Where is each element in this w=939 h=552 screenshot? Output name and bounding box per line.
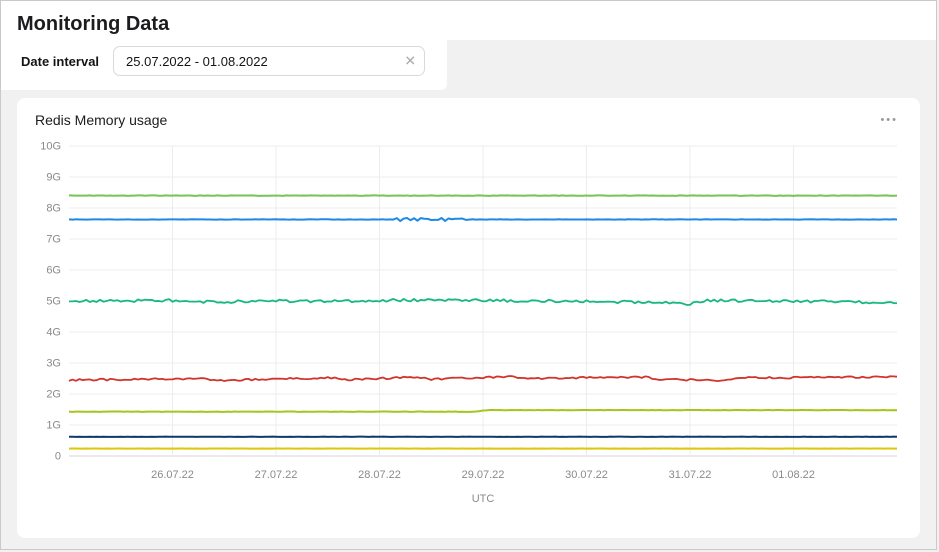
svg-text:26.07.22: 26.07.22: [151, 469, 194, 481]
clear-date-icon[interactable]: ✕: [404, 52, 417, 69]
chart-card: Redis Memory usage ••• 0 1G 2G 3G 4G 5G 6G 7G 8G…: [17, 98, 920, 538]
svg-text:9G: 9G: [46, 172, 61, 184]
svg-text:28.07.22: 28.07.22: [358, 469, 401, 481]
chart-svg[interactable]: 0 1G 2G 3G 4G 5G 6G 7G 8G 9G 10G 26.07.22 27.07.22 28…: [33, 134, 904, 519]
svg-text:UTC: UTC: [472, 493, 495, 505]
date-interval-input-wrap: ✕: [113, 46, 426, 76]
chart-area: 0 1G 2G 3G 4G 5G 6G 7G 8G 9G 10G 26.07.22 27.07.22 28…: [33, 134, 904, 524]
svg-text:29.07.22: 29.07.22: [462, 469, 505, 481]
svg-text:31.07.22: 31.07.22: [669, 469, 712, 481]
svg-text:7G: 7G: [46, 234, 61, 246]
svg-text:27.07.22: 27.07.22: [255, 469, 298, 481]
date-interval-label: Date interval: [21, 53, 100, 69]
svg-text:3G: 3G: [46, 358, 61, 370]
svg-text:4G: 4G: [46, 327, 61, 339]
series-red-2.5G: [68, 375, 898, 383]
date-filter-panel: Date interval ✕: [1, 40, 447, 90]
svg-text:01.08.22: 01.08.22: [772, 469, 815, 481]
svg-text:6G: 6G: [46, 265, 61, 277]
date-interval-input[interactable]: [113, 46, 426, 76]
svg-text:8G: 8G: [46, 203, 61, 215]
page-header: Monitoring Data: [1, 1, 936, 40]
series-blue-7.6G: [68, 216, 898, 223]
svg-text:1G: 1G: [46, 420, 61, 432]
svg-text:0: 0: [55, 451, 61, 463]
svg-text:10G: 10G: [40, 141, 61, 153]
svg-text:30.07.22: 30.07.22: [565, 469, 608, 481]
svg-text:5G: 5G: [46, 296, 61, 308]
chart-menu-button[interactable]: •••: [880, 114, 898, 126]
chart-card-header: Redis Memory usage •••: [33, 110, 904, 134]
series-green-8.4G: [68, 194, 898, 197]
svg-text:2G: 2G: [46, 389, 61, 401]
series-teal-5G: [68, 297, 898, 306]
chart-title: Redis Memory usage: [35, 112, 168, 128]
series-lime-1.45G: [68, 408, 898, 413]
page-title: Monitoring Data: [17, 13, 170, 35]
